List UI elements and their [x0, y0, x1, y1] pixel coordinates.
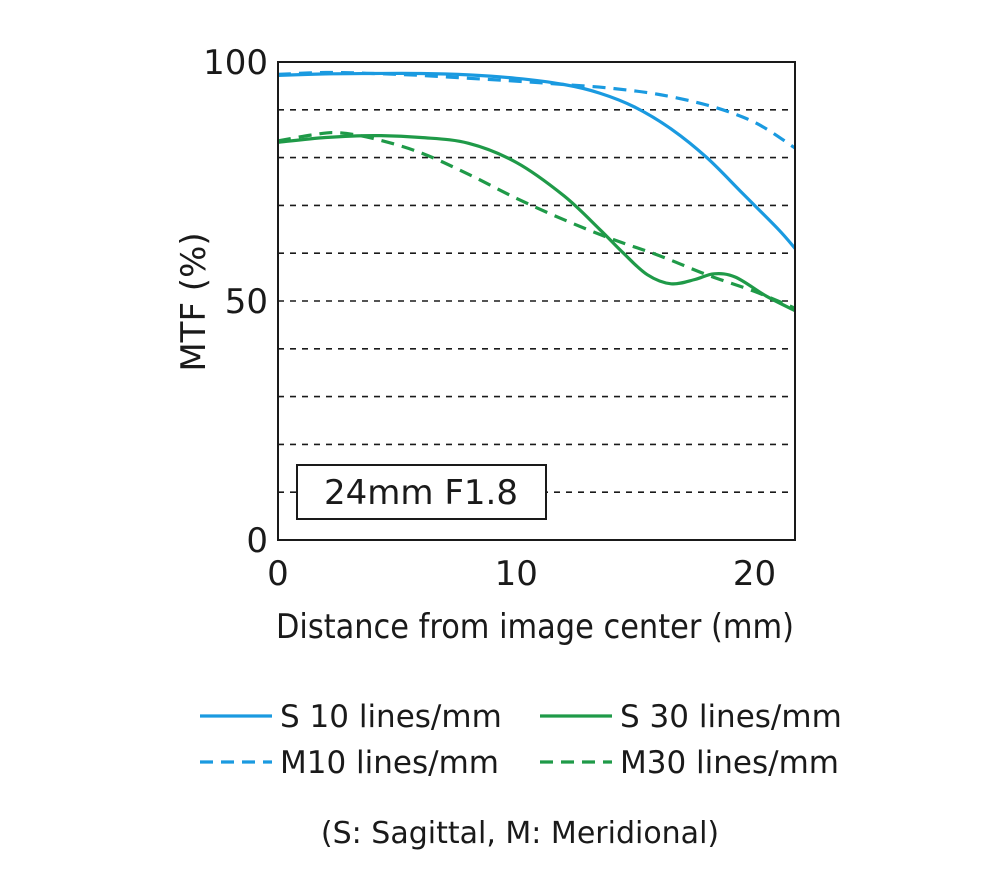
legend-label-s-10-lines-mm: S 10 lines/mm — [280, 699, 502, 735]
legend-note: (S: Sagittal, M: Meridional) — [321, 816, 719, 851]
legend: S 10 lines/mm S 30 lines/mm M10 lines/mm M3… — [200, 699, 842, 781]
lens-badge-box — [296, 464, 547, 520]
y-tick-label-100: 100 — [203, 43, 268, 83]
y-tick-labels: 0 50 100 — [203, 43, 268, 561]
y-axis-title: MTF (%) — [174, 232, 214, 371]
y-tick-label-50: 50 — [225, 282, 268, 322]
series-line-s-30-lines-mm — [278, 134, 795, 313]
series-lines — [278, 70, 795, 313]
legend-item-m10-lines-mm: M10 lines/mm — [200, 745, 499, 781]
lens-badge: 24mm F1.8 — [296, 464, 547, 520]
legend-item-s-30-lines-mm: S 30 lines/mm — [540, 699, 842, 735]
y-tick-label-0: 0 — [246, 521, 268, 561]
x-tick-labels: 0 10 20 — [267, 554, 776, 594]
lens-badge-text: 24mm F1.8 — [324, 473, 518, 513]
legend-label-m30-lines-mm: M30 lines/mm — [620, 745, 839, 781]
series-line-m30-lines-mm — [278, 130, 795, 310]
x-tick-label-0: 0 — [267, 554, 289, 594]
series-line-s-10-lines-mm — [278, 71, 795, 250]
legend-label-s-30-lines-mm: S 30 lines/mm — [620, 699, 842, 735]
x-tick-label-20: 20 — [733, 554, 776, 594]
x-tick-label-10: 10 — [495, 554, 538, 594]
legend-item-s-10-lines-mm: S 10 lines/mm — [200, 699, 502, 735]
plot-frame — [277, 61, 796, 541]
x-axis-title: Distance from image center (mm) — [276, 607, 794, 647]
legend-label-m10-lines-mm: M10 lines/mm — [280, 745, 499, 781]
series-line-m10-lines-mm — [278, 70, 795, 150]
legend-item-m30-lines-mm: M30 lines/mm — [540, 745, 839, 781]
